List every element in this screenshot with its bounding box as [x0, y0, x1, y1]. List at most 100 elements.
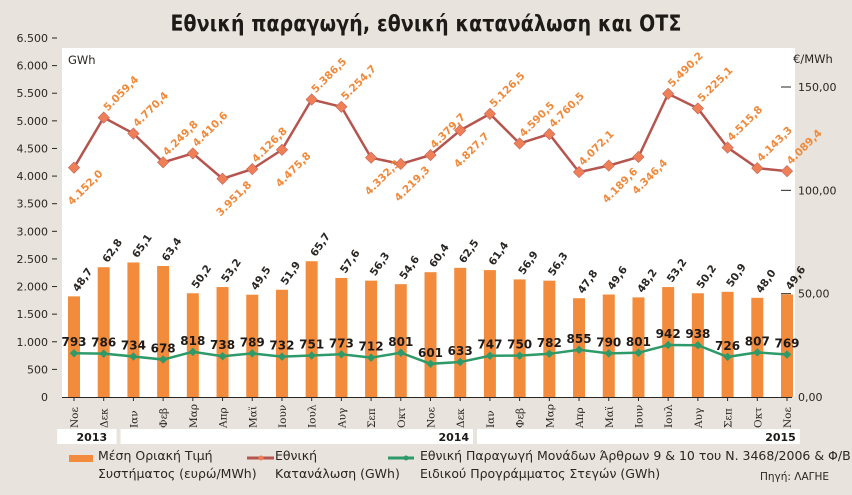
bar [275, 289, 288, 397]
x-tick-label: Αυγ [693, 408, 705, 429]
year-label: 2015 [765, 431, 796, 444]
consumption-marker [67, 161, 81, 174]
consumption-marker [751, 162, 764, 175]
consumption-marker [216, 172, 229, 185]
res-production-label: 855 [567, 332, 592, 346]
left-tick-label: 3.500 [17, 198, 49, 211]
bar [394, 284, 407, 397]
res-production-marker [396, 348, 406, 358]
consumption-marker [186, 147, 199, 160]
legend-marker-res [403, 455, 409, 461]
left-tick-label: 5.500 [17, 87, 49, 100]
x-tick-label: Νοε [69, 407, 81, 428]
res-production-marker [158, 355, 168, 364]
left-tick-label: 1.500 [17, 308, 49, 321]
year-band-segment [477, 429, 800, 444]
left-tick-label: 500 [27, 363, 48, 376]
x-tick-label: Δεκ [455, 408, 467, 428]
res-production-marker [218, 351, 227, 361]
res-production-marker [455, 357, 465, 367]
consumption-marker [662, 87, 675, 100]
x-tick-label: Οκτ [396, 407, 408, 428]
x-tick-label: Ιουλ [663, 404, 675, 428]
bar [335, 277, 348, 397]
legend-label-smp-line2: Συστήματος (ευρώ/MWh) [98, 466, 257, 481]
res-production-label: 782 [537, 336, 562, 350]
legend-label-res-line2: Ειδικού Προγράμματος Στεγών (GWh) [420, 466, 660, 481]
left-tick-label: 4.500 [17, 142, 49, 155]
res-production-marker [604, 349, 613, 358]
res-production-label: 793 [61, 335, 86, 349]
res-production-label: 738 [210, 338, 235, 352]
res-production-label: 942 [656, 327, 681, 341]
consumption-marker [127, 127, 140, 140]
consumption-marker [632, 150, 645, 164]
x-tick-label: Απρ [218, 407, 230, 429]
right-axis-unit: €/MWh [793, 52, 833, 66]
legend-marker-consumption [258, 455, 264, 461]
x-tick-label: Ιαν [485, 410, 497, 428]
right-tick-label: 150,00 [798, 81, 837, 94]
right-tick-label: 0,00 [798, 391, 823, 404]
left-tick-label: 2.000 [17, 281, 49, 294]
res-production-marker [426, 359, 435, 369]
res-production-label: 678 [151, 342, 176, 356]
res-production-marker [485, 351, 495, 360]
x-tick-label: Μαϊ [604, 406, 616, 428]
res-production-label: 938 [685, 327, 710, 341]
res-production-marker [723, 352, 732, 362]
res-production-label: 732 [269, 339, 294, 353]
res-production-marker [99, 349, 108, 358]
x-tick-label: Ιουλ [307, 404, 319, 428]
consumption-marker [780, 165, 794, 178]
year-label: 2014 [438, 431, 469, 444]
left-axis-unit: GWh [68, 53, 96, 67]
x-tick-label: Μαρ [188, 404, 200, 428]
left-tick-label: 6.000 [17, 60, 49, 73]
res-production-marker [515, 351, 524, 360]
res-production-marker [307, 351, 316, 360]
res-production-marker [545, 349, 554, 359]
bar [424, 272, 437, 397]
consumption-marker [394, 157, 407, 171]
res-production-marker [69, 348, 79, 358]
res-production-marker [634, 348, 643, 358]
consumption-marker [513, 137, 526, 150]
consumption-marker [275, 143, 289, 156]
left-tick-label: 2.500 [17, 253, 49, 266]
left-tick-label: 6.500 [17, 32, 49, 45]
res-production-label: 786 [91, 336, 116, 350]
bar [721, 291, 734, 397]
x-tick-label: Μαϊ [247, 406, 259, 428]
right-tick-label: 50,00 [798, 288, 830, 301]
bar [246, 294, 259, 397]
res-production-label: 801 [388, 335, 413, 349]
bar [305, 261, 318, 397]
res-production-label: 769 [774, 337, 799, 351]
x-axis: Νοε Δεκ Ιαν Φεβ Μαρ Απρ Μαϊ Ιουν Ιουλ Αυγ Σεπ Οκτ Νο… [62, 397, 794, 429]
res-production-marker [663, 340, 673, 350]
year-band-segment [57, 429, 117, 444]
x-tick-label: Ιουν [633, 405, 645, 428]
x-tick-label: Αυγ [336, 408, 348, 429]
x-tick-label: Νοε [782, 407, 794, 428]
res-production-label: 773 [329, 336, 354, 350]
consumption-marker [483, 107, 496, 120]
consumption-marker [97, 111, 110, 124]
res-production-marker [337, 350, 346, 359]
x-tick-label: Δεκ [99, 408, 111, 428]
res-production-label: 726 [715, 339, 740, 353]
res-production-label: 807 [745, 334, 770, 348]
res-production-marker [574, 345, 584, 355]
bar [157, 265, 170, 397]
bar [186, 293, 199, 397]
x-tick-label: Ιουν [277, 405, 289, 428]
bar [632, 297, 645, 397]
x-tick-label: Σεπ [366, 408, 378, 428]
res-production-marker [188, 347, 198, 357]
res-production-label: 712 [359, 340, 384, 354]
consumption-marker [305, 93, 318, 106]
x-tick-label: Σεπ [723, 408, 735, 428]
res-production-marker [693, 340, 703, 350]
consumption-marker [721, 141, 734, 154]
